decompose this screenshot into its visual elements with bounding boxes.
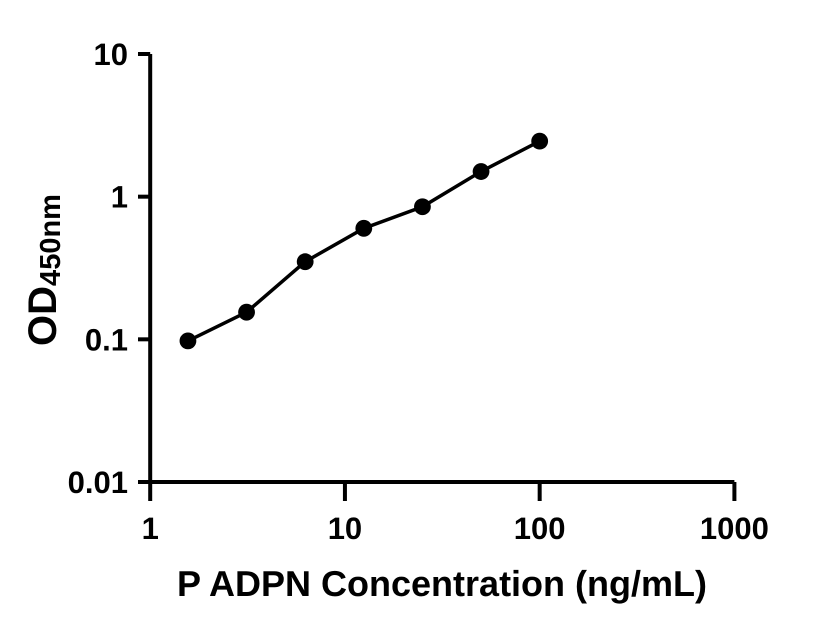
svg-text:1: 1: [111, 180, 128, 215]
svg-text:1: 1: [142, 511, 159, 546]
svg-text:10: 10: [94, 37, 128, 72]
svg-text:P ADPN Concentration (ng/mL): P ADPN Concentration (ng/mL): [177, 563, 707, 604]
svg-text:1000: 1000: [700, 511, 769, 546]
svg-text:0.1: 0.1: [85, 322, 128, 357]
svg-text:10: 10: [328, 511, 362, 546]
svg-text:0.01: 0.01: [68, 465, 128, 500]
svg-text:100: 100: [514, 511, 566, 546]
